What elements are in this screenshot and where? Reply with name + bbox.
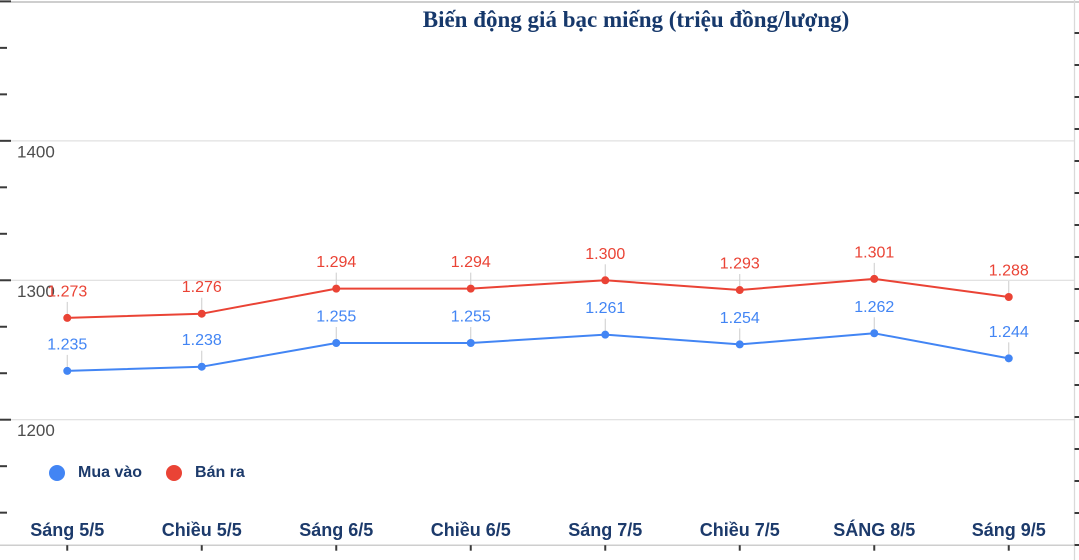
legend-swatch-blue-icon bbox=[49, 465, 65, 481]
data-label-mua-vao: 1.238 bbox=[182, 332, 222, 349]
legend-swatch-red-icon bbox=[166, 465, 183, 481]
data-point-ban-ra bbox=[197, 309, 206, 318]
data-label-mua-vao: 1.255 bbox=[451, 309, 491, 326]
data-label-ban-ra: 1.300 bbox=[585, 246, 625, 263]
data-point-mua-vao bbox=[1004, 354, 1013, 363]
x-axis-label: Sáng 5/5 bbox=[30, 520, 104, 540]
data-point-ban-ra bbox=[63, 313, 72, 322]
x-axis-label: Sáng 9/5 bbox=[972, 520, 1046, 540]
legend-item-mua-vao: Mua vào bbox=[49, 465, 142, 481]
x-axis-label: SÁNG 8/5 bbox=[833, 519, 915, 540]
chart-legend: Mua vào Bán ra bbox=[49, 465, 269, 481]
data-point-ban-ra bbox=[466, 284, 475, 293]
y-axis-label: 1300 bbox=[17, 282, 55, 301]
x-axis-label: Chiều 7/5 bbox=[700, 520, 780, 540]
data-label-mua-vao: 1.262 bbox=[854, 299, 894, 316]
data-point-mua-vao bbox=[735, 340, 744, 349]
data-label-ban-ra: 1.301 bbox=[854, 244, 894, 261]
y-axis-label: 1200 bbox=[17, 421, 55, 440]
data-label-ban-ra: 1.288 bbox=[989, 263, 1029, 280]
data-point-mua-vao bbox=[332, 339, 341, 348]
data-point-ban-ra bbox=[870, 274, 879, 283]
data-label-mua-vao: 1.244 bbox=[989, 324, 1029, 341]
legend-label-ban-ra: Bán ra bbox=[195, 464, 245, 481]
data-label-ban-ra: 1.276 bbox=[182, 279, 222, 296]
series-line-ban-ra bbox=[67, 277, 1009, 319]
data-point-ban-ra bbox=[735, 286, 744, 295]
x-axis-label: Sáng 7/5 bbox=[568, 520, 642, 540]
data-label-mua-vao: 1.255 bbox=[316, 309, 356, 326]
data-label-ban-ra: 1.294 bbox=[451, 254, 491, 271]
data-point-ban-ra bbox=[1004, 293, 1013, 302]
data-point-ban-ra bbox=[601, 276, 610, 285]
data-label-ban-ra: 1.294 bbox=[316, 254, 356, 271]
data-point-mua-vao bbox=[63, 366, 72, 375]
data-point-mua-vao bbox=[601, 330, 610, 339]
data-point-mua-vao bbox=[466, 339, 475, 348]
data-label-ban-ra: 1.273 bbox=[47, 283, 87, 300]
series-line-mua-vao bbox=[67, 332, 1009, 372]
data-label-mua-vao: 1.261 bbox=[585, 300, 625, 317]
data-point-mua-vao bbox=[870, 329, 879, 338]
x-axis-label: Chiều 6/5 bbox=[431, 520, 511, 540]
data-label-mua-vao: 1.254 bbox=[720, 310, 760, 327]
data-label-ban-ra: 1.293 bbox=[720, 256, 760, 273]
legend-label-mua-vao: Mua vào bbox=[78, 464, 143, 481]
data-label-mua-vao: 1.235 bbox=[47, 336, 87, 353]
x-axis-label: Sáng 6/5 bbox=[299, 520, 373, 540]
chart-title: Biến động giá bạc miếng (triệu đồng/lượn… bbox=[422, 7, 850, 32]
y-axis-label: 1400 bbox=[17, 142, 55, 161]
data-point-ban-ra bbox=[332, 284, 341, 293]
data-point-mua-vao bbox=[197, 362, 206, 371]
legend-item-ban-ra: Bán ra bbox=[166, 465, 245, 481]
x-axis-label: Chiều 5/5 bbox=[162, 520, 242, 540]
